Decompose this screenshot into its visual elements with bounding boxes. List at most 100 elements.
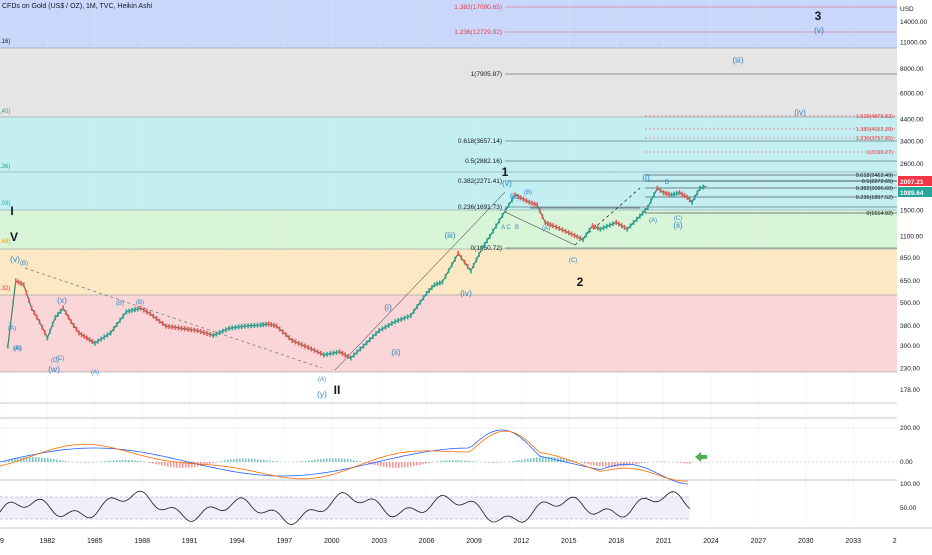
macd-histogram-bar [467, 461, 469, 462]
macd-histogram-bar [542, 457, 544, 462]
macd-histogram-bar [356, 461, 358, 462]
macd-histogram-bar [638, 462, 640, 464]
macd-histogram-bar [260, 460, 262, 462]
price-candle [489, 234, 491, 239]
price-candle [687, 195, 689, 200]
price-candle [476, 257, 478, 262]
macd-histogram-bar [221, 461, 223, 462]
price-candle [624, 225, 626, 230]
price-candle [65, 310, 67, 315]
price-axis-tick: 1100.00 [900, 233, 923, 240]
price-candle [531, 201, 533, 206]
macd-histogram-bar [686, 462, 688, 463]
price-candle [52, 322, 54, 327]
time-axis-label: 2024 [703, 538, 719, 545]
price-candle [428, 288, 430, 293]
macd-histogram-bar [50, 459, 52, 462]
price-candle [702, 185, 704, 190]
time-axis-label: 2015 [561, 538, 577, 545]
price-candle [603, 225, 605, 230]
price-candle [679, 190, 681, 195]
price-candle [523, 197, 525, 202]
macd-histogram-bar [524, 459, 526, 462]
fib-level-label: 1.382(17090.65) [454, 4, 502, 11]
macd-histogram-bar [464, 461, 466, 462]
macd-histogram-bar [62, 461, 64, 462]
left-edge-fib-label: .68) [0, 239, 10, 245]
macd-histogram-bar [608, 462, 610, 467]
price-candle [57, 312, 59, 317]
macd-histogram-bar [236, 459, 238, 462]
macd-histogram-bar [47, 458, 49, 462]
macd-histogram-bar [209, 462, 211, 464]
price-candle [467, 264, 469, 269]
fib-level-label: 0.5(2882.16) [465, 158, 502, 165]
price-candle [542, 214, 544, 219]
price-candle [298, 341, 300, 346]
macd-histogram-bar [494, 462, 496, 463]
wave-label-minor: E [510, 194, 514, 200]
macd-histogram-bar [86, 462, 88, 463]
wave-label-intermediate: (ii) [391, 347, 401, 357]
macd-histogram-bar [110, 461, 112, 462]
price-candle [197, 328, 199, 333]
macd-histogram-bar [677, 462, 679, 463]
macd-histogram-bar [440, 461, 442, 462]
price-candle [559, 226, 561, 231]
price-candle [448, 268, 450, 273]
price-candle [285, 332, 287, 337]
price-candle [18, 280, 20, 285]
macd-histogram-bar [581, 462, 583, 463]
macd-histogram-bar [263, 460, 265, 462]
price-candle [372, 334, 374, 339]
price-candle [28, 298, 30, 303]
price-candle [326, 352, 328, 357]
macd-histogram-bar [128, 460, 130, 462]
price-candle [388, 323, 390, 328]
price-axis-tick: 500.00 [900, 300, 920, 307]
current-fib-label: 0(1614.92) [866, 211, 893, 217]
fib-zone-band [0, 117, 897, 172]
price-candle [263, 322, 265, 327]
fib-level-label: 0.236(1691.73) [458, 204, 502, 211]
macd-histogram-bar [59, 460, 61, 462]
price-candle [639, 214, 641, 219]
price-candle [301, 342, 303, 347]
macd-histogram-bar [404, 462, 406, 467]
wave-label-intermediate: (v) [502, 178, 512, 188]
macd-histogram-bar [224, 460, 226, 462]
time-axis-label: 1985 [87, 538, 103, 545]
price-candle [159, 319, 161, 324]
price-candle [434, 282, 436, 287]
price-candle [203, 330, 205, 335]
current-fib-label: 1.236(3757.95) [856, 136, 893, 142]
price-candle [70, 319, 72, 324]
macd-histogram-bar [548, 457, 550, 462]
macd-histogram-bar [395, 462, 397, 468]
macd-histogram-bar [65, 461, 67, 462]
price-candle [7, 343, 9, 348]
macd-histogram-bar [683, 462, 685, 463]
macd-histogram-bar [137, 461, 139, 462]
macd-histogram-bar [512, 461, 514, 462]
wave-label-minor: (A) [649, 218, 657, 224]
wave-label-minor: A C [501, 225, 511, 231]
chart-title: CFDs on Gold (US$ / OZ), 1M, TVC, Heikin… [2, 3, 152, 10]
fib-zone-band [0, 172, 897, 210]
price-candle [78, 330, 80, 335]
price-candle [618, 222, 620, 227]
price-candle [369, 337, 371, 342]
macd-histogram-bar [227, 460, 229, 462]
macd-histogram-bar [158, 462, 160, 465]
price-candle [363, 343, 365, 348]
wave-label-intermediate: (y) [317, 389, 327, 399]
price-candle [350, 356, 352, 361]
fib-zone-band [0, 48, 897, 117]
price-candle [225, 327, 227, 332]
price-candle [344, 352, 346, 357]
price-candle [110, 330, 112, 335]
macd-histogram-bar [617, 462, 619, 467]
left-edge-fib-label: ,40) [0, 109, 10, 115]
